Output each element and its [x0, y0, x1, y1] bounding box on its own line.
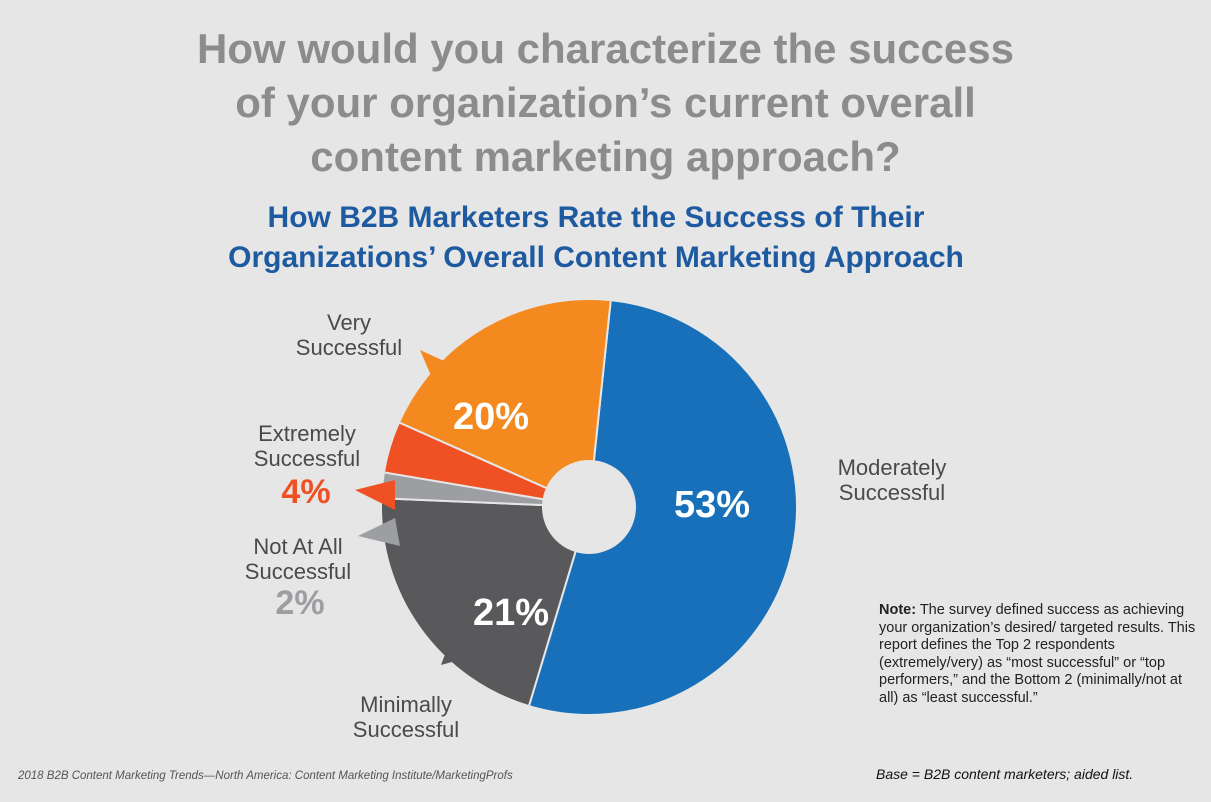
note-body: The survey defined success as achieving … — [879, 602, 1196, 706]
slice-label: Moderately Successful — [838, 455, 947, 505]
slice-callout-pointer — [358, 518, 400, 546]
note-text: Note: The survey defined success as achi… — [879, 602, 1199, 708]
chart-title: How B2B Marketers Rate the Success of Th… — [0, 198, 1192, 278]
slice-label: Very Successful — [296, 310, 402, 360]
source-footnote: 2018 B2B Content Marketing Trends—North … — [18, 770, 513, 782]
note-label: Note: — [879, 602, 917, 618]
donut-hole — [542, 460, 636, 554]
slice-callout-pointer — [780, 466, 793, 512]
slice-label: Not At All Successful — [245, 534, 351, 584]
slice-label: Extremely Successful — [254, 421, 360, 471]
slice-callout-pointer — [355, 480, 395, 510]
pie-slice — [527, 299, 798, 716]
page-title: How would you characterize the success o… — [0, 22, 1211, 184]
slice-label: Minimally Successful — [353, 692, 459, 742]
title-line-1: How would you characterize the success — [197, 25, 1014, 72]
pie-slice — [397, 298, 612, 509]
base-footnote: Base = B2B content marketers; aided list… — [876, 766, 1134, 782]
chart-title-line-1: How B2B Marketers Rate the Success of Th… — [267, 201, 925, 234]
slice-value-label: 2% — [275, 584, 324, 622]
slice-callout-pointer — [441, 628, 495, 665]
title-line-2: of your organization’s current overall — [235, 79, 976, 126]
slice-value-label: 4% — [281, 473, 330, 511]
chart-title-line-2: Organizations’ Overall Content Marketing… — [228, 241, 964, 274]
slice-value-label: 20% — [453, 396, 529, 438]
slice-value-label: 53% — [674, 484, 750, 526]
title-line-3: content marketing approach? — [310, 133, 901, 180]
slice-value-label: 21% — [473, 592, 549, 634]
slice-callout-pointer — [420, 350, 468, 392]
